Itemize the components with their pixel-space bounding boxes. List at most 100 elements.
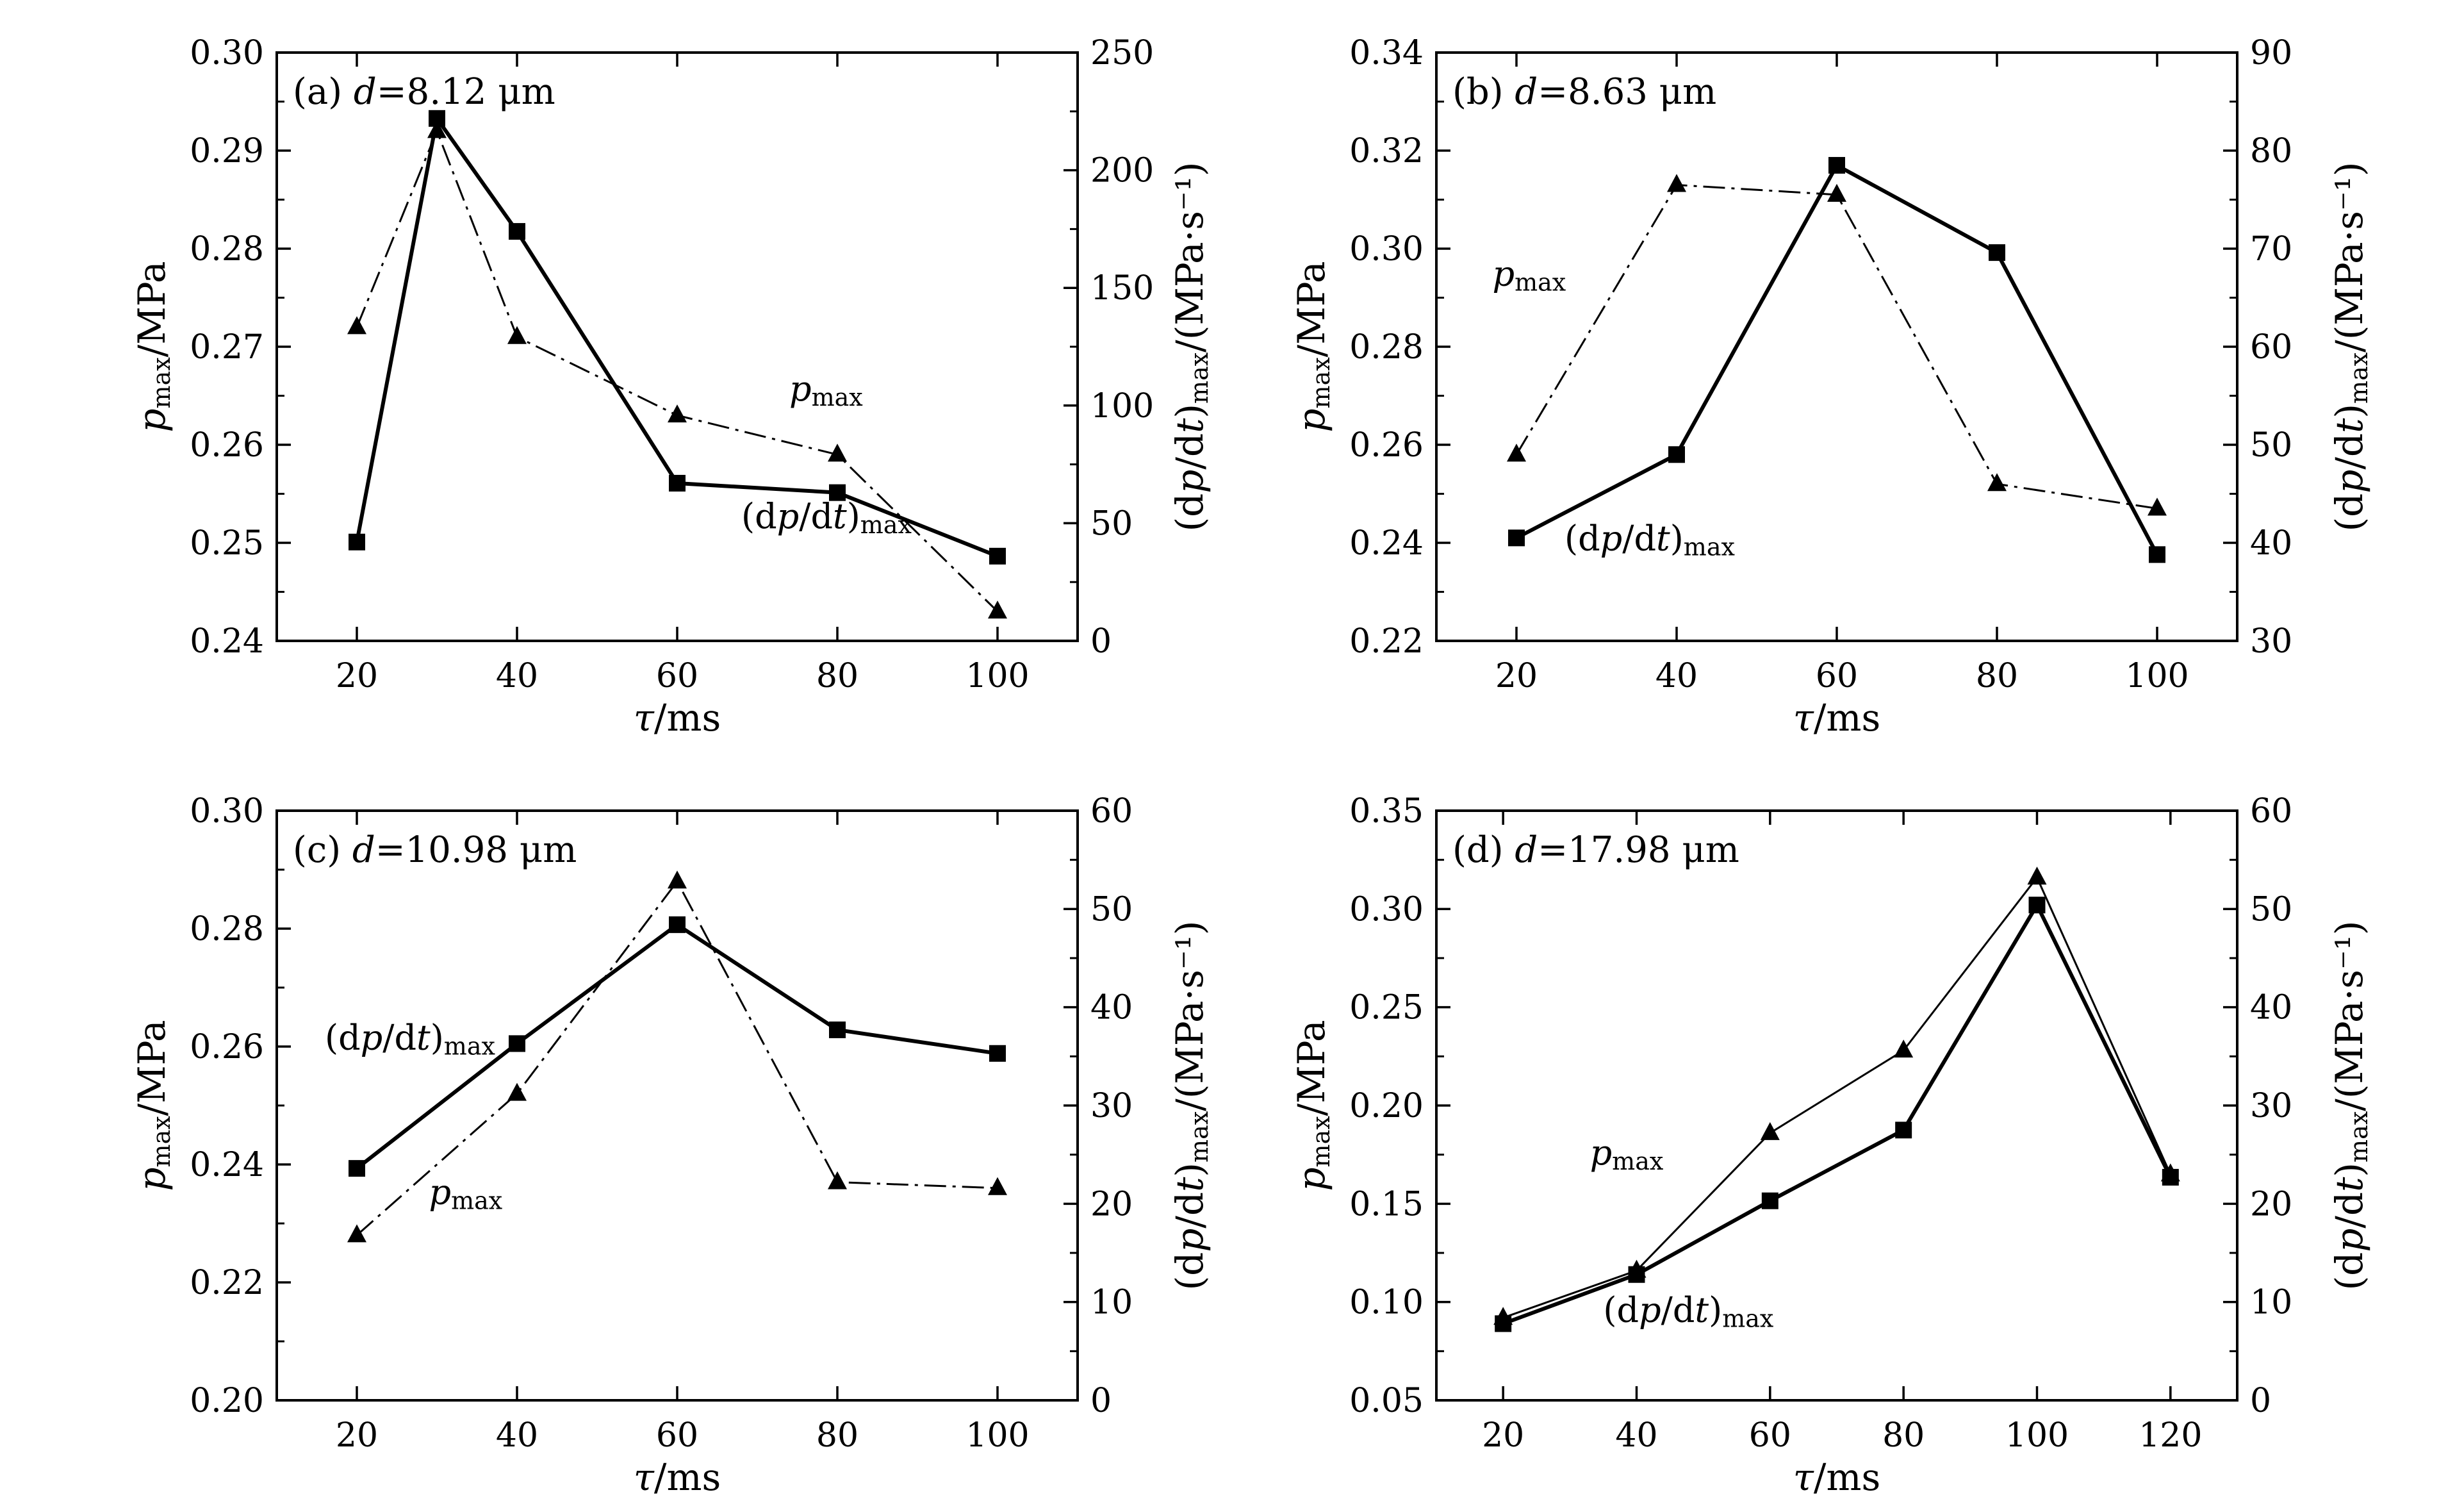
- triangle-marker: [988, 1177, 1007, 1195]
- series-label: pmax: [429, 1172, 503, 1215]
- y2-tick-label: 60: [2250, 328, 2292, 367]
- y-tick-label: 0.34: [1349, 34, 1424, 72]
- panel-b: 20 40 60 80 100 0.22 0.24 0.26 0.28 0.30 0.32 0.34 3…: [1290, 34, 2373, 740]
- square-marker: [669, 916, 686, 933]
- triangle-marker: [1507, 443, 1526, 462]
- triangle-marker: [347, 1224, 366, 1243]
- series-line-p-max: [356, 129, 999, 613]
- square-marker: [1761, 1192, 1778, 1209]
- square-marker: [1508, 529, 1525, 547]
- triangle-marker: [1760, 1122, 1780, 1140]
- x-tick-label: 20: [1495, 657, 1538, 695]
- square-marker: [349, 533, 365, 551]
- triangle-marker: [507, 326, 527, 344]
- plot-frame: [275, 809, 1079, 1402]
- y2-tick-label: 200: [1090, 152, 1154, 190]
- series-label: (dp/dt)max: [1603, 1289, 1773, 1332]
- square-marker: [509, 223, 525, 240]
- square-marker: [349, 1160, 365, 1177]
- series-line-dpdt-max: [1515, 163, 2159, 556]
- y2-tick-label: 100: [1090, 387, 1154, 426]
- y2-tick-label: 70: [2250, 230, 2292, 269]
- triangle-marker: [828, 1171, 847, 1189]
- x-tick-label: 80: [1882, 1416, 1925, 1455]
- triangle-marker: [2027, 866, 2047, 885]
- panel-annotation: (b) d=8.63 μm: [1452, 71, 1716, 113]
- y2-tick-label: 80: [2250, 132, 2292, 170]
- panel-annotation: (d) d=17.98 μm: [1452, 829, 1739, 871]
- series-line-p-max: [1515, 184, 2158, 509]
- square-marker: [989, 1045, 1006, 1062]
- x-tick-label: 60: [656, 1416, 698, 1455]
- square-marker: [829, 484, 846, 501]
- y-tick-label: 0.26: [190, 1028, 264, 1066]
- y2-tick-label: 30: [2250, 1087, 2292, 1125]
- y2-axis-title: (dp/dt)max/(MPa·s⁻¹): [2328, 920, 2373, 1290]
- y2-tick-label: 30: [1090, 1087, 1133, 1125]
- x-axis-title: τ/ms: [634, 696, 721, 740]
- y-axis-title: pmax/MPa: [1290, 261, 1335, 432]
- series-line-dpdt-max: [1502, 903, 2172, 1326]
- x-tick-label: 80: [816, 657, 858, 695]
- series-line-p-max: [356, 880, 998, 1236]
- y-tick-label: 0.29: [190, 132, 264, 170]
- series-label: pmax: [1590, 1132, 1664, 1175]
- y2-tick-label: 50: [2250, 890, 2292, 929]
- x-axis-title: τ/ms: [634, 1455, 721, 1499]
- square-marker: [989, 547, 1006, 565]
- y-tick-label: 0.30: [1349, 230, 1424, 269]
- y2-tick-label: 0: [2250, 1382, 2271, 1420]
- y2-tick-label: 60: [2250, 792, 2292, 831]
- y-tick-label: 0.10: [1349, 1284, 1424, 1322]
- series-label: (dp/dt)max: [325, 1018, 495, 1061]
- y2-tick-label: 50: [1090, 504, 1133, 543]
- plot-frame: [1435, 809, 2238, 1402]
- x-tick-label: 40: [496, 657, 538, 695]
- x-tick-label: 40: [1615, 1416, 1657, 1455]
- triangle-marker: [668, 404, 687, 423]
- x-tick-label: 100: [2125, 657, 2189, 695]
- y-tick-label: 0.26: [190, 426, 264, 465]
- plot-frame: [1435, 51, 2238, 642]
- y-tick-label: 0.32: [1349, 132, 1424, 170]
- y2-axis-title: (dp/dt)max/(MPa·s⁻¹): [1168, 161, 1213, 531]
- y-tick-label: 0.24: [190, 622, 264, 661]
- square-marker: [2028, 897, 2046, 914]
- x-tick-label: 20: [336, 657, 378, 695]
- y-axis-title: pmax/MPa: [1290, 1020, 1335, 1191]
- y-tick-label: 0.30: [190, 792, 264, 831]
- y2-tick-label: 250: [1090, 34, 1154, 72]
- y-tick-label: 0.30: [1349, 890, 1424, 929]
- y2-tick-label: 0: [1090, 1382, 1112, 1420]
- triangle-marker: [1827, 183, 1846, 202]
- series-label: pmax: [789, 369, 863, 411]
- triangle-marker: [507, 1082, 527, 1101]
- x-tick-label: 100: [965, 1416, 1029, 1455]
- panel-c: 20 40 60 80 100 0.20 0.22 0.24 0.26 0.28 0.30 0 10 20…: [130, 792, 1213, 1499]
- y-tick-label: 0.35: [1349, 792, 1424, 831]
- x-tick-label: 100: [2005, 1416, 2069, 1455]
- y-tick-label: 0.28: [1349, 328, 1424, 367]
- series-label: (dp/dt)max: [1565, 518, 1735, 561]
- y2-tick-label: 90: [2250, 34, 2292, 72]
- x-tick-label: 40: [1655, 657, 1698, 695]
- square-marker: [1495, 1315, 1512, 1332]
- square-marker: [829, 1021, 846, 1038]
- series-label: pmax: [1493, 253, 1566, 296]
- x-tick-label: 60: [1749, 1416, 1791, 1455]
- y-tick-label: 0.25: [1349, 989, 1424, 1027]
- square-marker: [509, 1035, 525, 1052]
- y2-tick-label: 40: [1090, 989, 1133, 1027]
- triangle-marker: [1894, 1039, 1914, 1058]
- square-marker: [1895, 1122, 1912, 1139]
- triangle-marker: [828, 443, 847, 462]
- square-marker: [1989, 244, 2005, 261]
- y-tick-label: 0.22: [1349, 622, 1424, 661]
- x-axis-title: τ/ms: [1793, 696, 1880, 740]
- y2-tick-label: 40: [2250, 524, 2292, 563]
- triangle-marker: [347, 316, 366, 335]
- x-tick-label: 100: [965, 657, 1029, 695]
- y-tick-label: 0.28: [190, 230, 264, 269]
- square-marker: [1828, 156, 1845, 174]
